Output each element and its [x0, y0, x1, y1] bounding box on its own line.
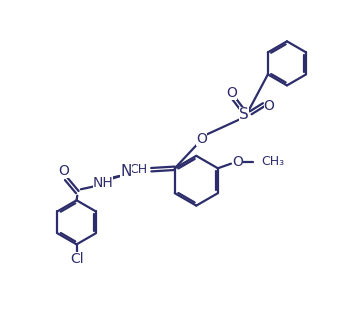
- Text: O: O: [196, 132, 207, 146]
- Text: H: H: [100, 175, 111, 189]
- Text: S: S: [240, 108, 249, 123]
- Text: O: O: [226, 86, 237, 100]
- Text: CH: CH: [129, 163, 147, 176]
- Text: O: O: [264, 99, 275, 113]
- Text: N: N: [120, 164, 132, 179]
- Text: O: O: [232, 155, 243, 169]
- Text: CH₃: CH₃: [261, 156, 284, 168]
- Text: Cl: Cl: [70, 252, 84, 266]
- Text: NH: NH: [92, 176, 113, 190]
- Text: O: O: [58, 165, 69, 178]
